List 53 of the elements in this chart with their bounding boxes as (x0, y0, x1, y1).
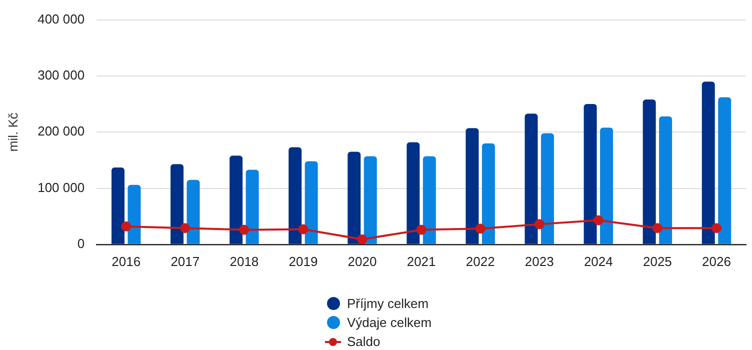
point (357, 234, 368, 244)
bar (230, 156, 243, 244)
x-tick-label: 2019 (288, 254, 318, 269)
bar (422, 156, 436, 244)
y-tick-label: 300 000 (38, 68, 85, 83)
x-tick-label: 2016 (112, 254, 141, 269)
y-tick-label: 200 000 (38, 124, 85, 139)
bar (540, 133, 554, 244)
point (534, 219, 544, 230)
bar (128, 184, 141, 244)
bar (112, 167, 124, 244)
x-tick-label: 2025 (642, 254, 672, 269)
point (180, 223, 190, 234)
bar (466, 128, 479, 244)
bar (288, 147, 302, 244)
bar (600, 128, 614, 244)
legend-label: Příjmy celkem (347, 296, 429, 311)
point (121, 221, 132, 232)
point (711, 223, 722, 234)
x-tick-label: 2026 (702, 254, 731, 269)
bar (364, 156, 377, 244)
y-tick-label: 100 000 (38, 180, 85, 195)
bar (482, 143, 495, 244)
bar (246, 170, 259, 244)
bar (170, 164, 184, 244)
point (475, 224, 486, 234)
point (298, 224, 308, 234)
legend-label: Saldo (347, 334, 380, 349)
x-tick-label: 2020 (348, 254, 377, 269)
bar (702, 82, 715, 244)
bar (348, 152, 361, 244)
y-tick-label: 0 (77, 236, 85, 251)
legend-label: Výdaje celkem (347, 315, 432, 330)
point (239, 224, 250, 235)
bar (584, 104, 597, 244)
x-tick-label: 2017 (170, 254, 200, 269)
x-tick-label: 2023 (524, 254, 554, 269)
x-tick-label: 2022 (466, 254, 495, 269)
bar (642, 100, 656, 244)
x-tick-label: 2021 (406, 254, 436, 269)
x-tick-label: 2024 (584, 254, 613, 269)
point (416, 224, 426, 235)
bar (659, 116, 672, 244)
bar (406, 142, 420, 244)
y-axis-title: mil. Kč (5, 112, 20, 152)
point (593, 215, 604, 226)
point (652, 223, 662, 234)
bar (186, 180, 200, 244)
bar (524, 114, 538, 244)
bar (718, 97, 732, 244)
x-tick-label: 2018 (230, 254, 259, 269)
y-tick-label: 400 000 (38, 11, 85, 26)
bar (304, 161, 318, 244)
